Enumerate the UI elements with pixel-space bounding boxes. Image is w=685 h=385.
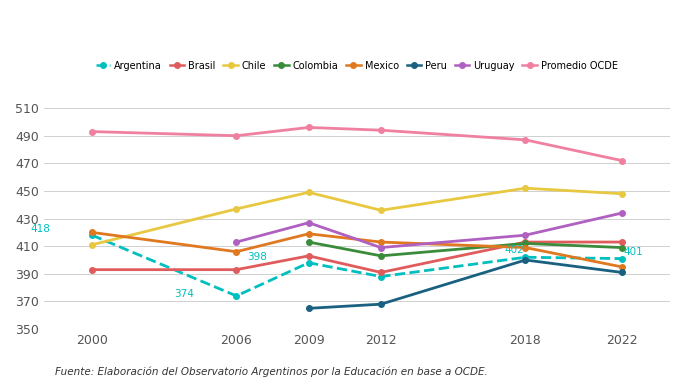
Text: 401: 401 — [623, 247, 643, 257]
Legend: Argentina, Brasil, Chile, Colombia, Mexico, Peru, Uruguay, Promedio OCDE: Argentina, Brasil, Chile, Colombia, Mexi… — [92, 57, 622, 75]
Text: 398: 398 — [247, 252, 266, 262]
Text: 418: 418 — [30, 224, 50, 234]
Text: Fuente: Elaboración del Observatorio Argentinos por la Educación en base a OCDE.: Fuente: Elaboración del Observatorio Arg… — [55, 367, 488, 377]
Text: 374: 374 — [175, 289, 195, 299]
Text: 402: 402 — [504, 245, 524, 255]
